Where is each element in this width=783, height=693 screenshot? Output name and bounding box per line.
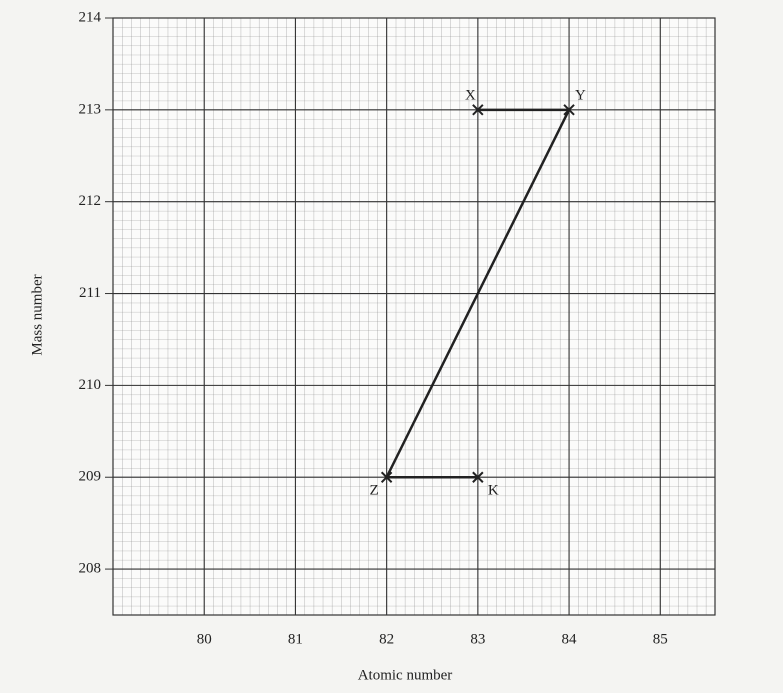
point-label: K bbox=[488, 483, 499, 499]
x-tick-label: 82 bbox=[379, 631, 394, 647]
x-axis-label: Atomic number bbox=[358, 667, 453, 683]
x-tick-label: 81 bbox=[288, 631, 303, 647]
y-tick-label: 211 bbox=[79, 285, 101, 301]
y-tick-label: 213 bbox=[79, 101, 102, 117]
point bbox=[472, 471, 484, 483]
point-label: Z bbox=[369, 483, 378, 499]
x-tick-label: 83 bbox=[470, 631, 485, 647]
x-tick-label: 85 bbox=[653, 631, 668, 647]
y-tick-label: 214 bbox=[79, 9, 102, 25]
point bbox=[563, 104, 575, 116]
line bbox=[384, 108, 572, 479]
y-axis-label: Mass number bbox=[29, 274, 45, 355]
point bbox=[472, 104, 484, 116]
point-label: X bbox=[465, 87, 476, 103]
y-tick-label: 210 bbox=[79, 377, 102, 393]
y-tick-label: 212 bbox=[79, 193, 102, 209]
y-tick-label: 209 bbox=[79, 469, 102, 485]
point bbox=[380, 471, 393, 483]
y-tick-label: 208 bbox=[79, 561, 102, 577]
x-tick-label: 84 bbox=[562, 631, 578, 647]
point-label: Y bbox=[575, 87, 586, 103]
x-tick-label: 80 bbox=[197, 631, 212, 647]
graph-paper bbox=[113, 18, 715, 615]
